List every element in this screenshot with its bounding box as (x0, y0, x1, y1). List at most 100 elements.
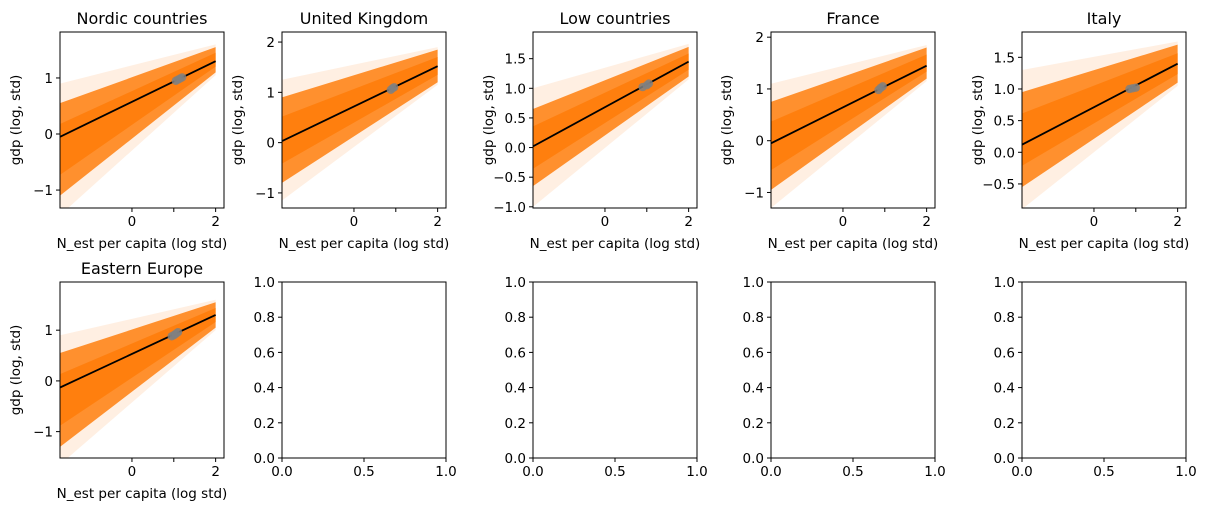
y-tick-label: 0.6 (254, 345, 275, 361)
plot-area (1022, 41, 1179, 208)
subplot-title: France (826, 9, 879, 28)
plot-area (282, 47, 439, 201)
subplot-title: United Kingdom (300, 9, 428, 28)
y-tick-label: 0.6 (743, 345, 764, 361)
y-tick-label: 1.0 (254, 275, 275, 291)
y-tick-label: 0.2 (254, 416, 275, 432)
y-tick-label: 0.2 (505, 416, 526, 432)
y-tick-label: −1 (33, 425, 53, 441)
y-tick-label: 0 (755, 134, 764, 150)
x-tick-label: 0.5 (1093, 464, 1114, 480)
x-tick-label: 0 (128, 214, 137, 230)
y-tick-label: 2 (266, 35, 275, 51)
y-tick-label: 0.4 (994, 381, 1015, 397)
y-tick-label: 0.2 (743, 416, 764, 432)
posterior-band-core (1022, 53, 1178, 166)
subplot-title: Nordic countries (77, 9, 208, 28)
y-tick-label: −0.5 (493, 170, 526, 186)
y-tick-label: 1.5 (994, 50, 1015, 66)
posterior-band-core (282, 56, 438, 164)
y-tick-label: 1 (266, 85, 275, 101)
y-tick-label: −0.5 (982, 177, 1015, 193)
data-point (177, 73, 187, 82)
subplot-5: 0 2 −0.5 0.0 0.5 1.0 1.5 Italy N_est per capita … (970, 9, 1189, 252)
axes-frame (1021, 31, 1187, 209)
x-tick-label: 1.0 (924, 464, 945, 480)
subplot-title: Eastern Europe (81, 259, 203, 278)
x-tick-label: 0.0 (271, 464, 292, 480)
plot-area (60, 299, 217, 458)
x-tick-label: 2 (211, 464, 220, 480)
mean-line (1022, 62, 1179, 146)
y-tick-label: 0.8 (505, 310, 526, 326)
x-tick-label: 1.0 (435, 464, 456, 480)
x-tick-label: 2 (684, 214, 693, 230)
y-tick-label: 1.0 (994, 275, 1015, 291)
y-tick-label: 0.2 (994, 416, 1015, 432)
y-tick-label: 0 (266, 136, 275, 152)
subplot-4: 0 2 −1 0 1 2 France N_est per capita (log std) g… (719, 9, 938, 252)
y-tick-label: 0.0 (254, 451, 275, 467)
mean-line (60, 314, 217, 389)
y-tick-label: 1 (44, 71, 53, 87)
data-point (644, 79, 654, 88)
y-tick-label: 1 (755, 82, 764, 98)
subplot-1: 0 2 −1 0 1 Nordic countries N_est per capita (… (8, 9, 227, 252)
y-tick-label: 1.0 (505, 275, 526, 291)
plot-area (60, 44, 217, 208)
axes-frame (59, 31, 225, 209)
x-tick-label: 2 (922, 214, 931, 230)
x-axis-label: N_est per capita (log std) (279, 236, 450, 252)
y-axis-label: gdp (log, std) (230, 75, 246, 166)
y-tick-label: 0.6 (505, 345, 526, 361)
axes-frame (532, 31, 698, 209)
x-tick-label: 2 (1173, 214, 1182, 230)
axes-frame (1021, 281, 1187, 459)
data-point (173, 328, 183, 337)
subplot-2: 0 2 −1 0 1 2 United Kingdom N_est per capita (l… (230, 9, 449, 252)
x-tick-label: 0.5 (353, 464, 374, 480)
subplot-title: Low countries (560, 9, 671, 28)
x-tick-label: 0.0 (1011, 464, 1032, 480)
y-tick-label: 0.4 (254, 381, 275, 397)
subplot-3: 0 2 −1.0 −0.5 0.0 0.5 1.0 1.5 Low countries N_est… (481, 9, 700, 252)
axes-frame (281, 281, 447, 459)
subplot-8: 0.0 0.5 1.0 0.0 0.2 0.4 0.6 0.8 1.0 (505, 275, 708, 480)
y-tick-label: 1.0 (505, 81, 526, 97)
plot-area (533, 43, 690, 207)
y-tick-label: 0.8 (994, 310, 1015, 326)
data-point (389, 83, 399, 92)
subplot-6: 0 2 −1 0 1 Eastern Europe N_est per capita (lo… (8, 259, 227, 502)
x-axis-label: N_est per capita (log std) (530, 236, 701, 252)
posterior-band-core (771, 54, 927, 171)
y-tick-label: 1.0 (743, 275, 764, 291)
y-tick-label: 0.8 (743, 310, 764, 326)
axes-frame (532, 281, 698, 459)
y-tick-label: 0.5 (994, 114, 1015, 130)
y-axis-label: gdp (log, std) (719, 75, 735, 166)
y-tick-label: 1 (44, 323, 53, 339)
x-tick-label: 0.0 (522, 464, 543, 480)
axes-frame (770, 31, 936, 209)
mean-line (282, 65, 439, 142)
subplot-title: Italy (1087, 9, 1122, 28)
x-axis-label: N_est per capita (log std) (57, 236, 228, 252)
y-tick-label: 0.0 (994, 451, 1015, 467)
x-tick-label: 0 (601, 214, 610, 230)
axes-frame (59, 281, 225, 459)
mean-line (533, 60, 690, 148)
y-tick-label: 0.4 (743, 381, 764, 397)
x-tick-label: 2 (433, 214, 442, 230)
y-tick-label: 0.4 (505, 381, 526, 397)
x-tick-label: 0.5 (604, 464, 625, 480)
y-tick-label: 0.0 (743, 451, 764, 467)
y-tick-label: −1 (744, 185, 764, 201)
subplot-7: 0.0 0.5 1.0 0.0 0.2 0.4 0.6 0.8 1.0 (254, 275, 457, 480)
axes-frame (770, 281, 936, 459)
y-tick-label: 0.5 (505, 111, 526, 127)
y-tick-label: 0.0 (505, 141, 526, 157)
x-tick-label: 0 (1090, 214, 1099, 230)
y-axis-label: gdp (log, std) (8, 75, 24, 166)
y-tick-label: 0 (44, 374, 53, 390)
mean-line (771, 64, 928, 145)
